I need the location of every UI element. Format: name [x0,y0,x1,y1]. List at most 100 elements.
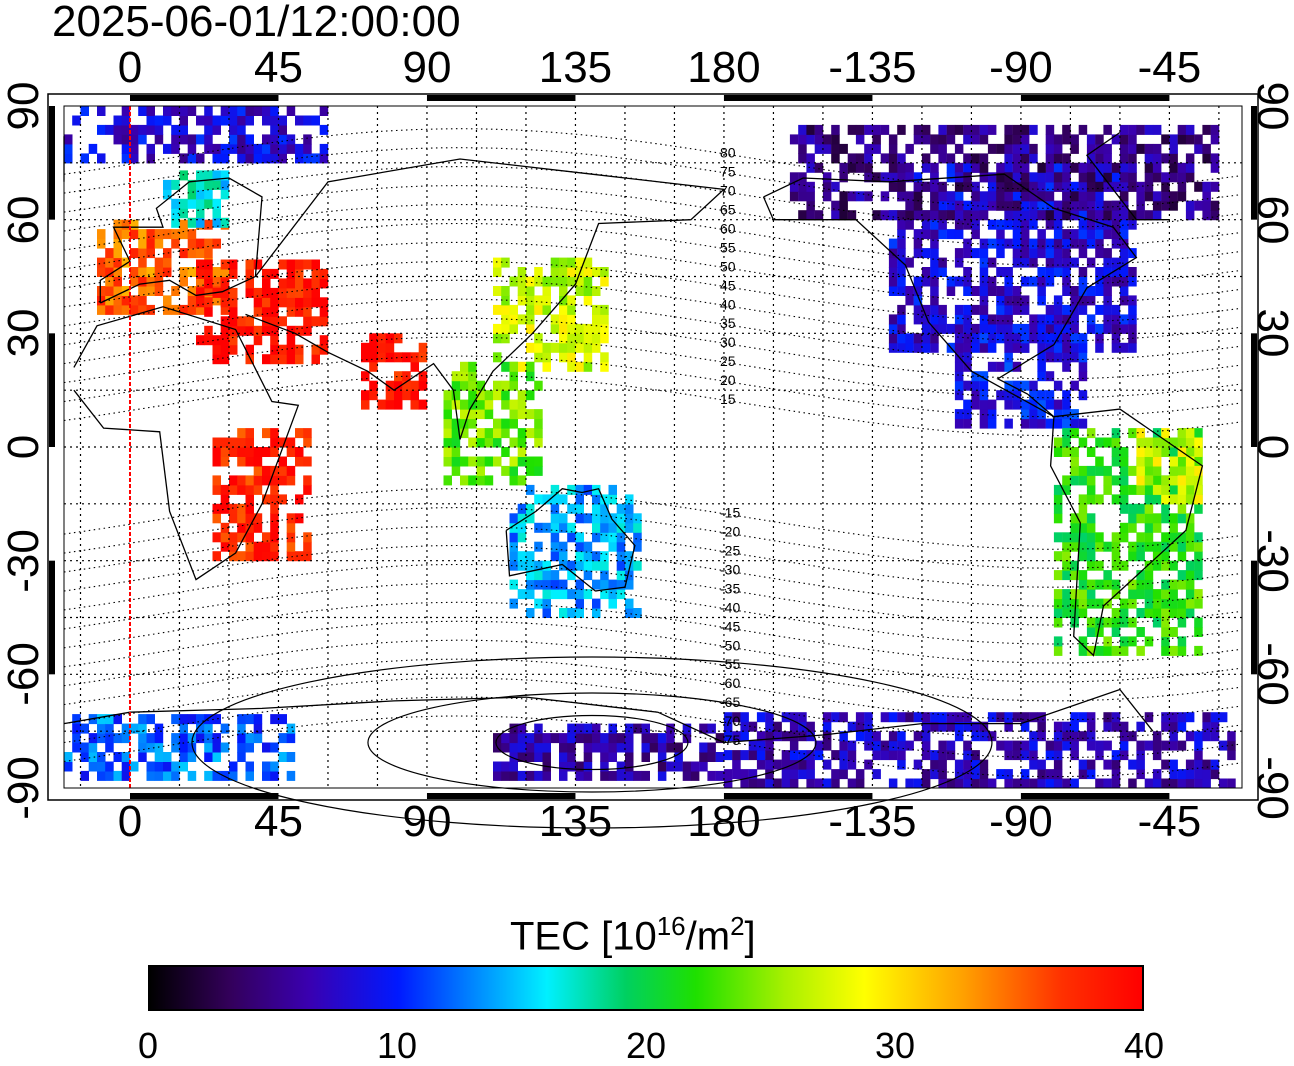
tec-cell [1161,721,1170,732]
tec-cell [220,522,230,533]
tec-cell [1070,200,1079,211]
tec-cell [996,162,1005,173]
tec-cell [1136,759,1145,770]
tec-cell [1029,153,1038,164]
tec-cell [526,465,535,476]
tec-cell [600,522,609,533]
tec-cell [1119,314,1129,325]
left-lat-label: -30 [0,528,48,593]
tec-cell [229,447,238,457]
tec-cell [270,106,279,116]
tec-cell [526,390,535,401]
tec-cell [509,522,518,533]
tec-cell [1078,645,1088,656]
tec-cell [245,354,254,365]
tec-cell [229,344,238,355]
tec-cell [913,124,923,135]
tec-cell [262,494,271,505]
tec-colorbar [148,965,1144,1011]
tec-cell [1194,551,1203,562]
tec-cell [1119,191,1129,202]
tec-cell [930,769,939,780]
tec-cell [1144,191,1154,202]
tec-cell [204,134,213,145]
tec-cell [1144,143,1154,154]
tec-cell [864,721,873,732]
tec-cell [1111,494,1121,505]
tec-cell [1103,579,1112,590]
tec-cell [154,286,164,296]
mlat-contour [63,620,1243,683]
tec-cell [847,153,857,164]
tec-cell [278,259,287,270]
tec-cell [361,399,370,410]
tec-cell [80,723,89,734]
tec-cell [179,115,188,126]
tec-cell [963,380,972,391]
tec-cell [270,306,279,317]
tec-cell [179,761,188,772]
tec-cell [1070,456,1079,467]
tec-cell [822,172,832,183]
tec-cell [212,475,221,486]
tec-cell [1012,712,1022,723]
tec-cell [963,276,972,287]
tec-cell [897,153,906,164]
tec-cell [1144,503,1154,514]
tec-cell [1161,484,1170,495]
tec-cell [1169,437,1178,448]
tec-cell [996,304,1005,315]
tec-cell [187,714,197,725]
tec-cell [1029,276,1038,287]
tec-cell [1169,153,1178,164]
tec-cell [1202,143,1211,154]
tec-cell [1020,295,1030,306]
tec-cell [575,551,584,562]
tec-cell [880,750,890,761]
tec-cell [1144,513,1154,524]
tec-cell [1086,153,1096,164]
tec-cell [616,522,626,533]
tec-cell [1144,124,1154,135]
tec-cell [1185,162,1195,173]
tec-cell [1169,759,1178,770]
tec-cell [1177,541,1187,552]
tec-cell [1045,172,1055,183]
tec-cell [509,437,518,448]
tec-cell [1161,598,1170,609]
tec-cell [1128,759,1137,770]
tec-cell [930,210,939,221]
tec-cell [286,354,296,365]
tec-cell [1004,769,1013,780]
tec-cell [1053,219,1063,230]
tec-cell [1119,636,1129,647]
tec-cell [262,306,271,317]
tec-cell [278,437,287,448]
tec-cell [550,579,560,590]
tec-cell [517,437,527,448]
tec-cell [1194,645,1203,656]
tec-cell [64,143,73,154]
tec-cell [270,541,279,552]
tec-cell [814,143,824,154]
tec-cell [311,115,320,126]
tec-cell [484,456,494,467]
tec-cell [1103,323,1112,334]
tec-cell [633,541,642,552]
tec-cell [921,153,931,164]
tec-cell [1037,371,1046,382]
tec-cell [979,304,989,315]
tec-cell [559,589,568,600]
tec-cell [814,778,824,789]
tec-cell [179,267,188,277]
tec-cell [1029,399,1038,410]
tec-cell [1037,323,1046,334]
tec-cell [278,475,287,486]
tec-cell [253,733,263,744]
tec-cell [1169,589,1178,600]
tec-cell [938,323,947,334]
tec-cell [1161,541,1170,552]
tec-cell [163,248,172,259]
tec-cell [121,733,131,744]
tec-cell [1053,494,1063,505]
